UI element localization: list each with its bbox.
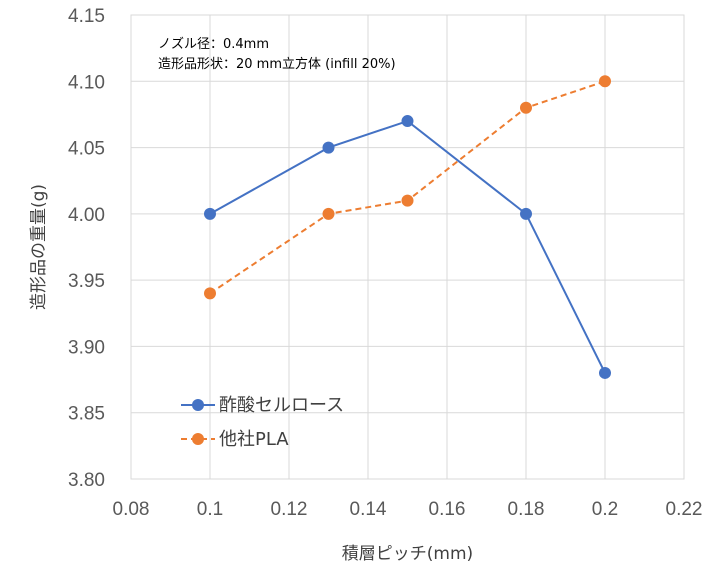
legend-item: 他社PLA bbox=[181, 429, 289, 450]
x-tick-label: 0.2 bbox=[592, 499, 618, 520]
data-point bbox=[322, 207, 335, 220]
legend-label: 酢酸セルロース bbox=[219, 395, 344, 416]
y-tick-label: 4.05 bbox=[68, 139, 105, 160]
series-line bbox=[209, 119, 606, 374]
y-tick-label: 3.90 bbox=[68, 337, 105, 358]
y-axis-label: 造形品の重量(g) bbox=[29, 184, 49, 310]
x-tick-label: 0.1 bbox=[197, 499, 223, 520]
series-0 bbox=[204, 115, 611, 379]
x-tick-label: 0.22 bbox=[666, 499, 703, 520]
data-point bbox=[520, 101, 532, 114]
x-tick-label: 0.14 bbox=[350, 499, 387, 520]
y-tick-label: 4.10 bbox=[68, 72, 105, 93]
y-axis-ticks: 3.80 3.85 3.90 3.95 4.00 4.05 4.10 4.15 bbox=[68, 6, 105, 491]
plot-area-frame bbox=[130, 14, 685, 480]
data-point bbox=[322, 141, 335, 154]
annotation-nozzle: ノズル径：0.4mm bbox=[158, 36, 269, 52]
data-point bbox=[204, 287, 216, 300]
series-line bbox=[209, 80, 606, 295]
legend-item: 酢酸セルロース bbox=[181, 395, 344, 416]
y-tick-label: 3.85 bbox=[68, 404, 105, 425]
legend-marker bbox=[192, 399, 204, 411]
y-tick-label: 4.00 bbox=[68, 205, 105, 226]
y-tick-label: 3.95 bbox=[68, 271, 105, 292]
annotation-shape: 造形品形状：20 mm立方体 (infill 20%) bbox=[158, 56, 396, 72]
x-axis-ticks: 0.08 0.1 0.12 0.14 0.16 0.18 0.2 0.22 bbox=[113, 499, 703, 520]
annotation-box: ノズル径：0.4mm 造形品形状：20 mm立方体 (infill 20%) bbox=[158, 36, 396, 72]
data-point bbox=[599, 75, 611, 88]
x-tick-label: 0.08 bbox=[113, 499, 150, 520]
x-tick-label: 0.18 bbox=[508, 499, 545, 520]
data-point bbox=[401, 194, 414, 207]
data-point bbox=[401, 115, 414, 128]
series-layer bbox=[204, 75, 611, 379]
legend-marker bbox=[192, 433, 204, 445]
series-1 bbox=[204, 75, 611, 300]
legend-label: 他社PLA bbox=[219, 429, 289, 450]
data-point bbox=[204, 207, 216, 220]
x-axis-label: 積層ピッチ(mm) bbox=[342, 544, 473, 564]
x-tick-label: 0.16 bbox=[429, 499, 466, 520]
grid-lines bbox=[130, 14, 685, 480]
data-point bbox=[520, 207, 532, 220]
data-point bbox=[599, 366, 611, 379]
x-tick-label: 0.12 bbox=[271, 499, 308, 520]
y-tick-label: 3.80 bbox=[68, 470, 105, 491]
plot-border bbox=[130, 14, 685, 480]
y-tick-label: 4.15 bbox=[68, 6, 105, 27]
